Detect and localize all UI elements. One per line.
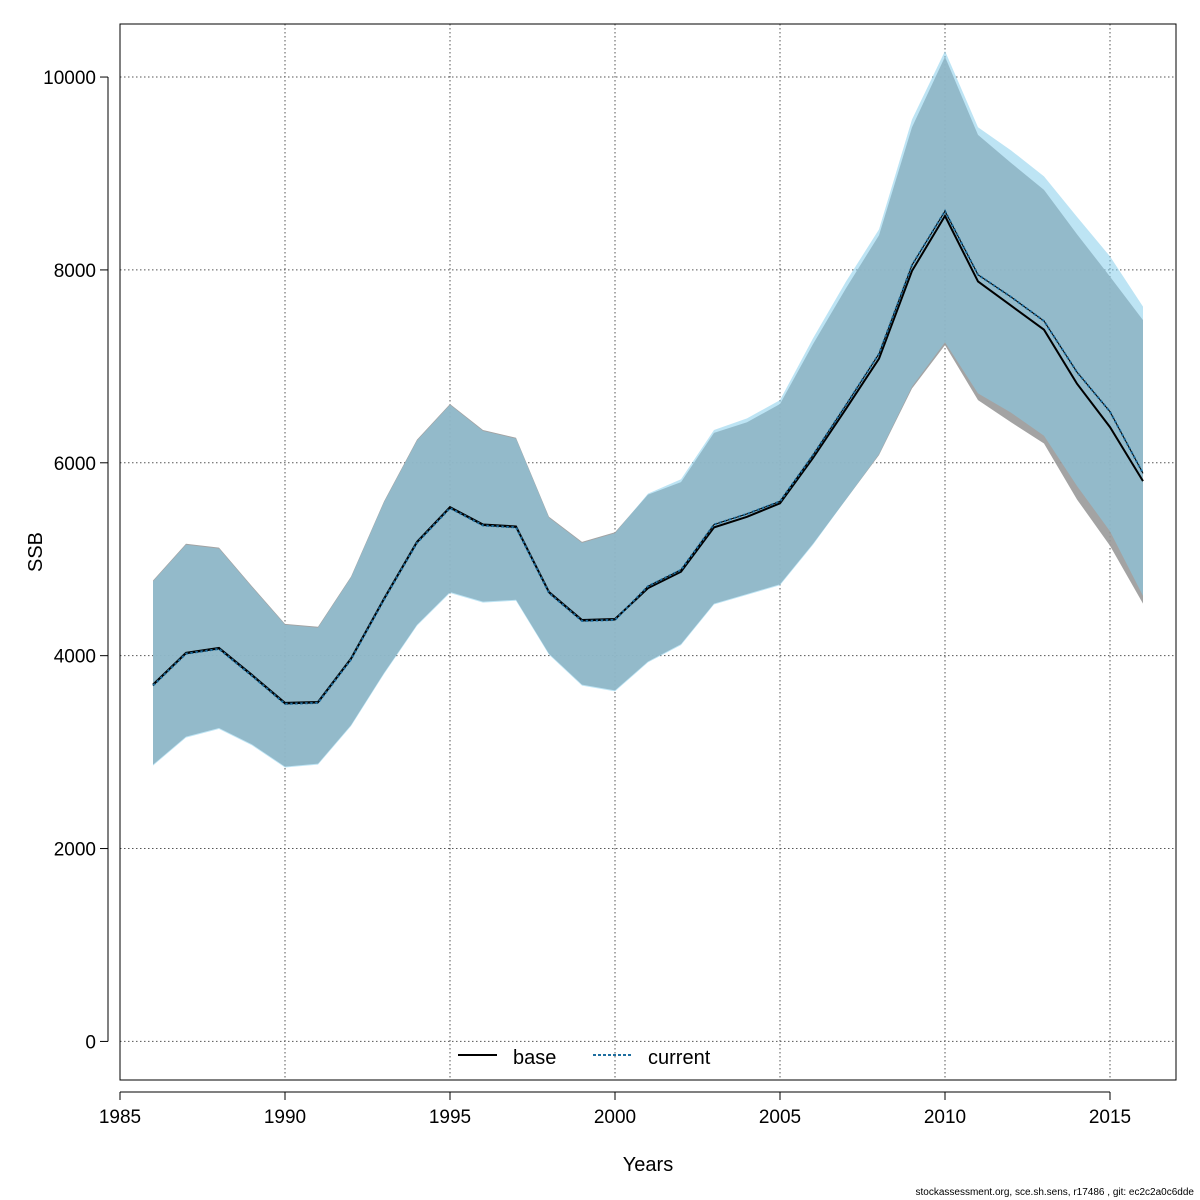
legend-label-base: base: [513, 1047, 556, 1069]
y-axis-title: SSB: [25, 532, 47, 572]
confidence-band-current: [153, 51, 1143, 768]
y-tick-label: 2000: [54, 840, 96, 861]
legend-label-current: current: [648, 1047, 711, 1069]
series-line-current: [152, 209, 1144, 705]
confidence-bands: [153, 51, 1143, 768]
x-tick-label: 2000: [594, 1107, 636, 1128]
series-line-base: [152, 213, 1144, 704]
x-axis-title: Years: [623, 1154, 673, 1176]
x-tick-label: 1985: [99, 1107, 141, 1128]
y-tick-label: 6000: [54, 454, 96, 475]
x-tick-label: 1990: [264, 1107, 306, 1128]
x-tick-label: 2005: [759, 1107, 801, 1128]
y-axis: 0 2000 4000 6000 8000 10000: [43, 68, 109, 1053]
y-tick-label: 0: [85, 1032, 96, 1053]
plot-frame: [119, 23, 1177, 1081]
x-tick-label: 2015: [1089, 1107, 1131, 1128]
x-tick-label: 2010: [924, 1107, 966, 1128]
y-tick-label: 10000: [43, 68, 96, 89]
footer-credit: stockassessment.org, sce.sh.sens, r17486…: [915, 1187, 1195, 1198]
x-tick-label: 1995: [429, 1107, 471, 1128]
series-lines: [152, 209, 1144, 705]
y-tick-label: 4000: [54, 647, 96, 668]
x-axis: 1985 1990 1995 2000 2005 2010 2015: [99, 1091, 1131, 1128]
y-tick-label: 8000: [54, 261, 96, 282]
legend: base current: [458, 1047, 711, 1069]
series-line-current-dash-overlay: [152, 210, 1144, 705]
